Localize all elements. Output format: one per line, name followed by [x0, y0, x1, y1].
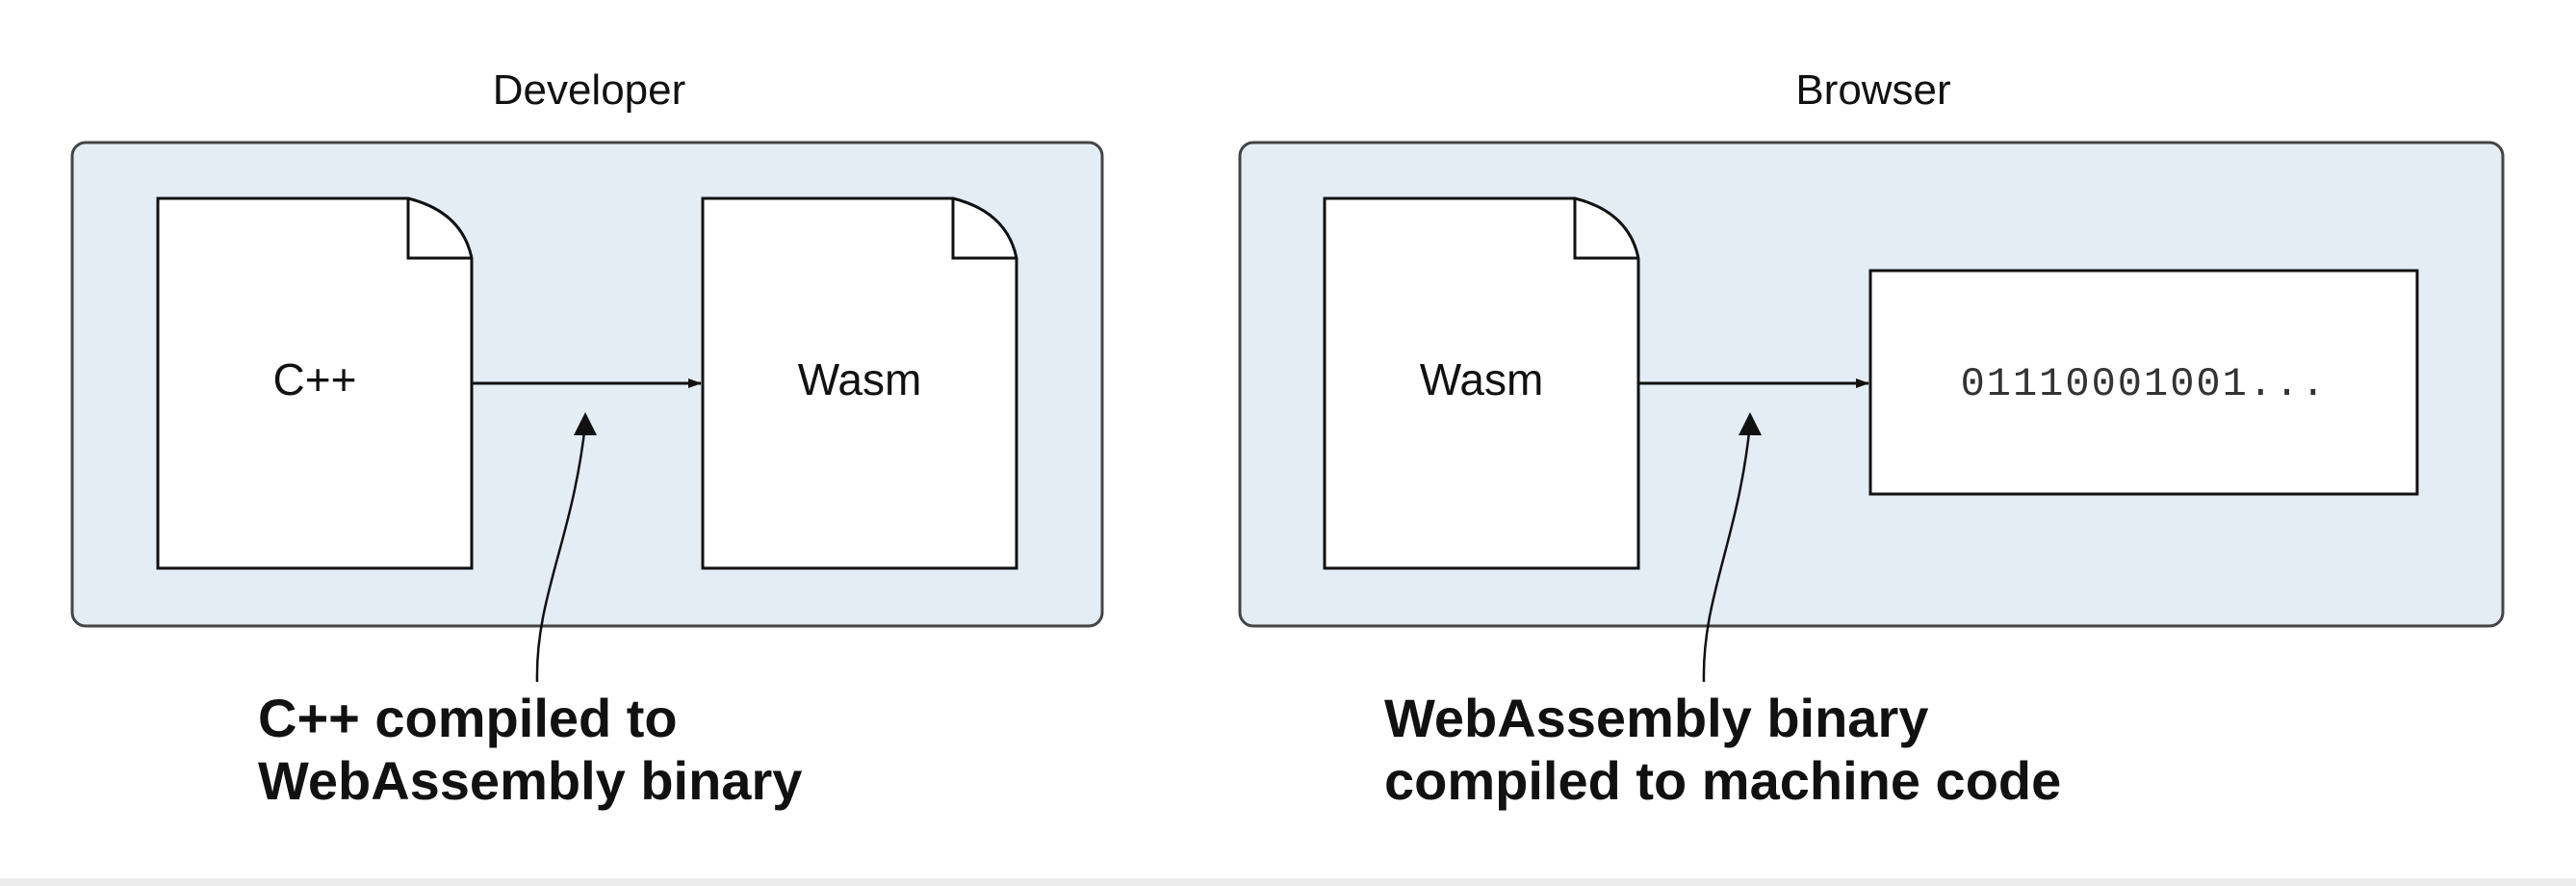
bottom-edge-strip — [0, 878, 2576, 886]
browser-wasm-file-fold-icon — [1573, 198, 1638, 260]
browser-wasm-file-icon — [1323, 196, 1640, 570]
dev-wasm-file: Wasm — [701, 196, 1018, 570]
cpp-file-label: C++ — [273, 354, 357, 404]
dev-callout-arrowhead — [574, 412, 597, 435]
dev-callout-line — [535, 423, 587, 683]
developer-title: Developer — [493, 66, 686, 114]
browser-wasm-file: Wasm — [1323, 196, 1640, 570]
browser-callout-line — [1702, 423, 1752, 683]
browser-panel: Browser Wasm 01110001001... WebAssembly … — [1238, 66, 2505, 811]
machine-code-box-frame — [1868, 269, 2419, 496]
developer-panel: Developer C++ Wasm C++ compiled to WebAs… — [70, 66, 1104, 811]
dev-wasm-file-icon — [701, 196, 1018, 570]
browser-wasm-file-label: Wasm — [1420, 354, 1544, 404]
cpp-file-icon — [156, 196, 474, 570]
machine-code-box: 01110001001... — [1868, 269, 2419, 496]
browser-callout-line-2: compiled to machine code — [1384, 750, 2061, 811]
browser-callout-arrowhead — [1739, 412, 1762, 435]
dev-callout-text: C++ compiled to WebAssembly binary — [258, 688, 802, 811]
dev-wasm-file-label: Wasm — [798, 354, 922, 404]
dev-callout-line-2: WebAssembly binary — [258, 750, 802, 811]
dev-wasm-file-fold-icon — [951, 198, 1017, 260]
browser-title: Browser — [1795, 66, 1950, 114]
dev-callout-line-1: C++ compiled to — [258, 688, 678, 748]
browser-callout-text: WebAssembly binary compiled to machine c… — [1384, 688, 2061, 811]
cpp-file: C++ — [156, 196, 474, 570]
cpp-file-fold-icon — [406, 198, 472, 260]
machine-code-label: 01110001001... — [1961, 361, 2328, 407]
browser-callout-line-1: WebAssembly binary — [1384, 688, 1928, 748]
